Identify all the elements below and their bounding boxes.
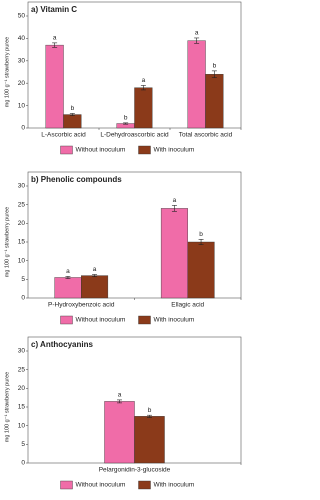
bar <box>63 114 82 129</box>
legend-swatch <box>138 480 151 490</box>
legend-label: With inoculum <box>154 482 195 489</box>
chart-title: c) Anthocyanins <box>31 340 93 349</box>
y-tick-label: 0 <box>21 125 25 132</box>
x-tick-label: Ellagic acid <box>171 302 204 309</box>
bar <box>104 401 135 464</box>
bar <box>187 241 215 299</box>
error-bar <box>65 276 71 279</box>
legend-swatch <box>60 480 73 490</box>
error-bar <box>123 122 129 125</box>
x-tick-label: L-Dehydroascorbic acid <box>100 132 169 139</box>
significance-letter: a <box>195 30 199 37</box>
chart-panel: b) Phenolic compounds mg 100 g⁻¹ strawber… <box>4 171 242 325</box>
y-tick-label: 20 <box>18 80 26 87</box>
y-tick-label: 5 <box>21 441 25 448</box>
x-tick-label: L-Ascorbic acid <box>41 132 86 139</box>
x-tick-label: P-Hydroxybenzoic acid <box>48 302 115 309</box>
bar <box>81 275 109 299</box>
y-axis-label: mg 100 g⁻¹ strawberry puree <box>4 37 10 107</box>
y-tick-label: 30 <box>18 58 26 65</box>
significance-letter: a <box>66 268 70 275</box>
y-tick-label: 30 <box>18 348 26 355</box>
significance-letter: b <box>199 231 203 238</box>
error-bar <box>140 85 146 91</box>
chart-title: a) Vitamin C <box>31 5 77 14</box>
significance-letter: a <box>118 392 122 399</box>
chart-panel: a) Vitamin C mg 100 g⁻¹ strawberry puree 0… <box>4 1 242 155</box>
error-bar <box>198 239 204 245</box>
bar <box>134 416 165 464</box>
significance-letter: b <box>71 105 75 112</box>
bar <box>205 74 224 129</box>
error-bar <box>194 37 200 44</box>
legend-swatch <box>138 145 151 155</box>
error-bar <box>211 70 217 78</box>
legend-label: Without inoculum <box>76 482 126 489</box>
significance-letter: a <box>53 35 57 42</box>
legend-label: With inoculum <box>154 147 195 154</box>
y-axis-label: mg 100 g⁻¹ strawberry puree <box>4 372 10 442</box>
legend-swatch <box>60 315 73 325</box>
legend-label: Without inoculum <box>76 317 126 324</box>
y-tick-label: 0 <box>21 460 25 467</box>
significance-letter: a <box>173 197 177 204</box>
significance-letter: a <box>93 266 97 273</box>
y-tick-label: 10 <box>18 422 26 429</box>
y-tick-label: 10 <box>18 102 26 109</box>
y-tick-label: 25 <box>18 366 26 373</box>
significance-letter: b <box>148 407 152 414</box>
bar <box>160 208 188 299</box>
chart-panel: c) Anthocyanins mg 100 g⁻¹ strawberry pur… <box>4 336 242 490</box>
y-tick-label: 20 <box>18 385 26 392</box>
y-tick-label: 0 <box>21 295 25 302</box>
bar <box>134 87 153 129</box>
y-tick-label: 15 <box>18 239 26 246</box>
bar <box>45 44 64 129</box>
legend-swatch <box>138 315 151 325</box>
error-bar <box>171 205 177 212</box>
figure: a) Vitamin C mg 100 g⁻¹ strawberry puree 0… <box>4 1 242 490</box>
bar <box>54 277 82 299</box>
error-bar <box>69 113 75 116</box>
error-bar <box>117 399 122 404</box>
y-tick-label: 5 <box>21 276 25 283</box>
x-tick-label: Pelargonidin-3-glucoside <box>99 467 171 474</box>
y-tick-label: 40 <box>18 35 26 42</box>
y-axis-label: mg 100 g⁻¹ strawberry puree <box>4 207 10 277</box>
significance-letter: a <box>142 77 146 84</box>
y-tick-label: 50 <box>18 13 26 20</box>
bar <box>187 40 206 129</box>
error-bar <box>92 274 98 278</box>
y-tick-label: 20 <box>18 220 26 227</box>
significance-letter: b <box>213 63 217 70</box>
y-tick-label: 30 <box>18 183 26 190</box>
y-tick-label: 15 <box>18 404 26 411</box>
error-bar <box>52 42 58 48</box>
y-tick-label: 25 <box>18 201 26 208</box>
legend-label: With inoculum <box>154 317 195 324</box>
significance-letter: b <box>124 115 128 122</box>
x-tick-label: Total ascorbic acid <box>179 132 233 139</box>
error-bar <box>147 414 152 418</box>
y-tick-label: 10 <box>18 257 26 264</box>
legend-label: Without inoculum <box>76 147 126 154</box>
legend-swatch <box>60 145 73 155</box>
chart-title: b) Phenolic compounds <box>31 175 122 184</box>
